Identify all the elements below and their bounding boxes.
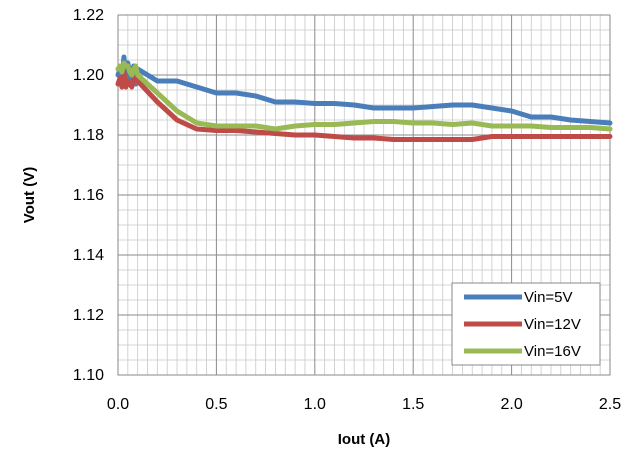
x-tick-label: 2.0 xyxy=(500,396,522,413)
y-tick-label: 1.14 xyxy=(73,247,104,264)
legend-label: Vin=12V xyxy=(524,316,581,333)
major-gridlines xyxy=(118,15,610,375)
legend-label: Vin=16V xyxy=(524,343,581,360)
legend-label: Vin=5V xyxy=(524,289,573,306)
x-axis-title: Iout (A) xyxy=(338,431,390,448)
y-tick-label: 1.16 xyxy=(73,187,104,204)
x-tick-label: 2.5 xyxy=(599,396,621,413)
y-tick-label: 1.20 xyxy=(73,67,104,84)
legend: Vin=5V Vin=12V Vin=16V xyxy=(451,282,601,366)
series-lines xyxy=(115,54,613,142)
y-tick-label: 1.22 xyxy=(73,7,104,24)
y-axis-title: Vout (V) xyxy=(21,167,38,223)
y-tick-label: 1.18 xyxy=(73,127,104,144)
x-tick-label: 1.5 xyxy=(402,396,424,413)
y-axis-tick-labels: 1.10 1.12 1.14 1.16 1.18 1.20 1.22 xyxy=(73,7,104,384)
legend-items: Vin=5V Vin=12V Vin=16V xyxy=(464,289,581,360)
series-line-3 xyxy=(115,60,613,132)
y-tick-label: 1.10 xyxy=(73,367,104,384)
series-line-2 xyxy=(115,69,613,142)
x-tick-label: 0.5 xyxy=(205,396,227,413)
x-tick-label: 1.0 xyxy=(304,396,326,413)
x-axis-tick-labels: 0.0 0.5 1.0 1.5 2.0 2.5 xyxy=(107,396,621,413)
plot-border xyxy=(117,14,611,376)
x-tick-label: 0.0 xyxy=(107,396,129,413)
y-tick-label: 1.12 xyxy=(73,307,104,324)
